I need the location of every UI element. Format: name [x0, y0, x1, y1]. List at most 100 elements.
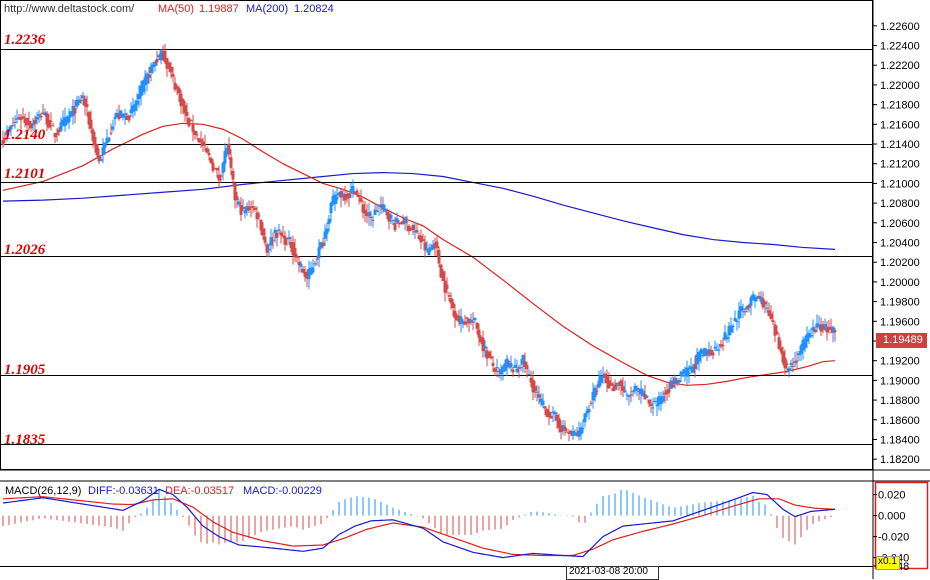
candle-body — [609, 383, 613, 386]
candle-body — [339, 191, 343, 198]
candle-body — [79, 100, 83, 102]
candle-body — [283, 236, 287, 245]
candle-body — [457, 315, 461, 322]
candle-body — [115, 112, 119, 118]
candle-body — [29, 123, 33, 129]
candle-body — [507, 361, 511, 363]
candle-body — [183, 105, 187, 114]
candle-body — [693, 363, 697, 369]
candle-body — [429, 247, 433, 250]
candle-body — [15, 118, 19, 120]
candle-body — [493, 368, 497, 372]
price-tick-label: 1.18600 — [880, 415, 920, 427]
candle-body — [163, 50, 167, 63]
candle-body — [491, 362, 495, 366]
candle-body — [515, 369, 519, 373]
candle-body — [533, 386, 537, 392]
candle-body — [707, 349, 711, 356]
candle-body — [395, 218, 399, 223]
candle-body — [85, 104, 89, 108]
price-tick-label: 1.19200 — [880, 356, 920, 368]
candle-body — [349, 189, 353, 192]
candle-body — [407, 225, 411, 232]
candle-body — [125, 115, 129, 120]
candle-body — [171, 73, 175, 77]
candle-body — [523, 361, 527, 368]
candle-body — [75, 99, 79, 107]
candle-body — [217, 174, 221, 181]
candle-body — [193, 130, 197, 135]
candle-body — [267, 249, 271, 251]
candle-body — [299, 263, 303, 267]
candle-body — [613, 384, 617, 390]
candle-body — [687, 372, 691, 375]
candle-body — [317, 247, 321, 259]
candle-body — [33, 119, 37, 124]
candle-body — [363, 209, 367, 214]
source-url[interactable]: http://www.deltastock.com/ — [4, 3, 135, 15]
candle-body — [129, 109, 133, 114]
price-tick-label: 1.20200 — [880, 257, 920, 269]
candle-body — [341, 193, 345, 196]
macd-scale-badge[interactable] — [876, 556, 900, 570]
candle-body — [345, 197, 349, 199]
candle-body — [595, 390, 599, 392]
candle-body — [127, 115, 131, 121]
candle-body — [303, 271, 307, 277]
candle-body — [449, 298, 453, 304]
candle-body — [175, 86, 179, 89]
candle-body — [621, 386, 625, 391]
candle-body — [423, 242, 427, 251]
candle-body — [377, 204, 381, 207]
candle-body — [437, 249, 441, 264]
candle-body — [647, 399, 651, 404]
candle-body — [599, 375, 603, 383]
candle-body — [281, 235, 285, 237]
candle-body — [497, 370, 501, 372]
candle-body — [601, 376, 605, 378]
candle-body — [615, 382, 619, 385]
candle-body — [51, 125, 55, 127]
candle-body — [329, 203, 333, 214]
candle-body — [517, 367, 521, 369]
candle-body — [541, 400, 545, 406]
candle-body — [725, 337, 729, 340]
candle-body — [57, 129, 61, 133]
candle-body — [361, 204, 365, 213]
candle-body — [311, 267, 315, 273]
candle-body — [403, 217, 407, 224]
price-tick-label: 1.22400 — [880, 41, 920, 53]
candle-body — [143, 77, 147, 86]
candle-body — [545, 409, 549, 418]
candle-body — [39, 115, 43, 118]
macd-tick-label: 0.000 — [878, 511, 906, 523]
candle-body — [31, 123, 35, 126]
candle-body — [569, 431, 573, 435]
candle-body — [149, 66, 153, 73]
candle-body — [263, 236, 267, 243]
candle-body — [211, 162, 215, 171]
candle-body — [287, 237, 291, 239]
candle-body — [365, 213, 369, 217]
candle-body — [379, 204, 383, 206]
candle-body — [215, 167, 219, 171]
candle-body — [709, 349, 713, 355]
candle-body — [503, 363, 507, 371]
candle-body — [323, 231, 327, 239]
candle-body — [663, 392, 667, 395]
candle-body — [191, 123, 195, 132]
candle-body — [367, 212, 371, 217]
candle-body — [121, 114, 125, 118]
candle-body — [235, 196, 239, 201]
candle-body — [167, 62, 171, 69]
candle-body — [241, 207, 245, 209]
current-price-value: 1.19489 — [883, 334, 923, 346]
candle-body — [381, 204, 385, 210]
candle-body — [383, 208, 387, 212]
candle-body — [301, 268, 305, 273]
price-tick-label: 1.18800 — [880, 395, 920, 407]
candle-body — [783, 357, 787, 369]
candle-body — [401, 221, 405, 225]
